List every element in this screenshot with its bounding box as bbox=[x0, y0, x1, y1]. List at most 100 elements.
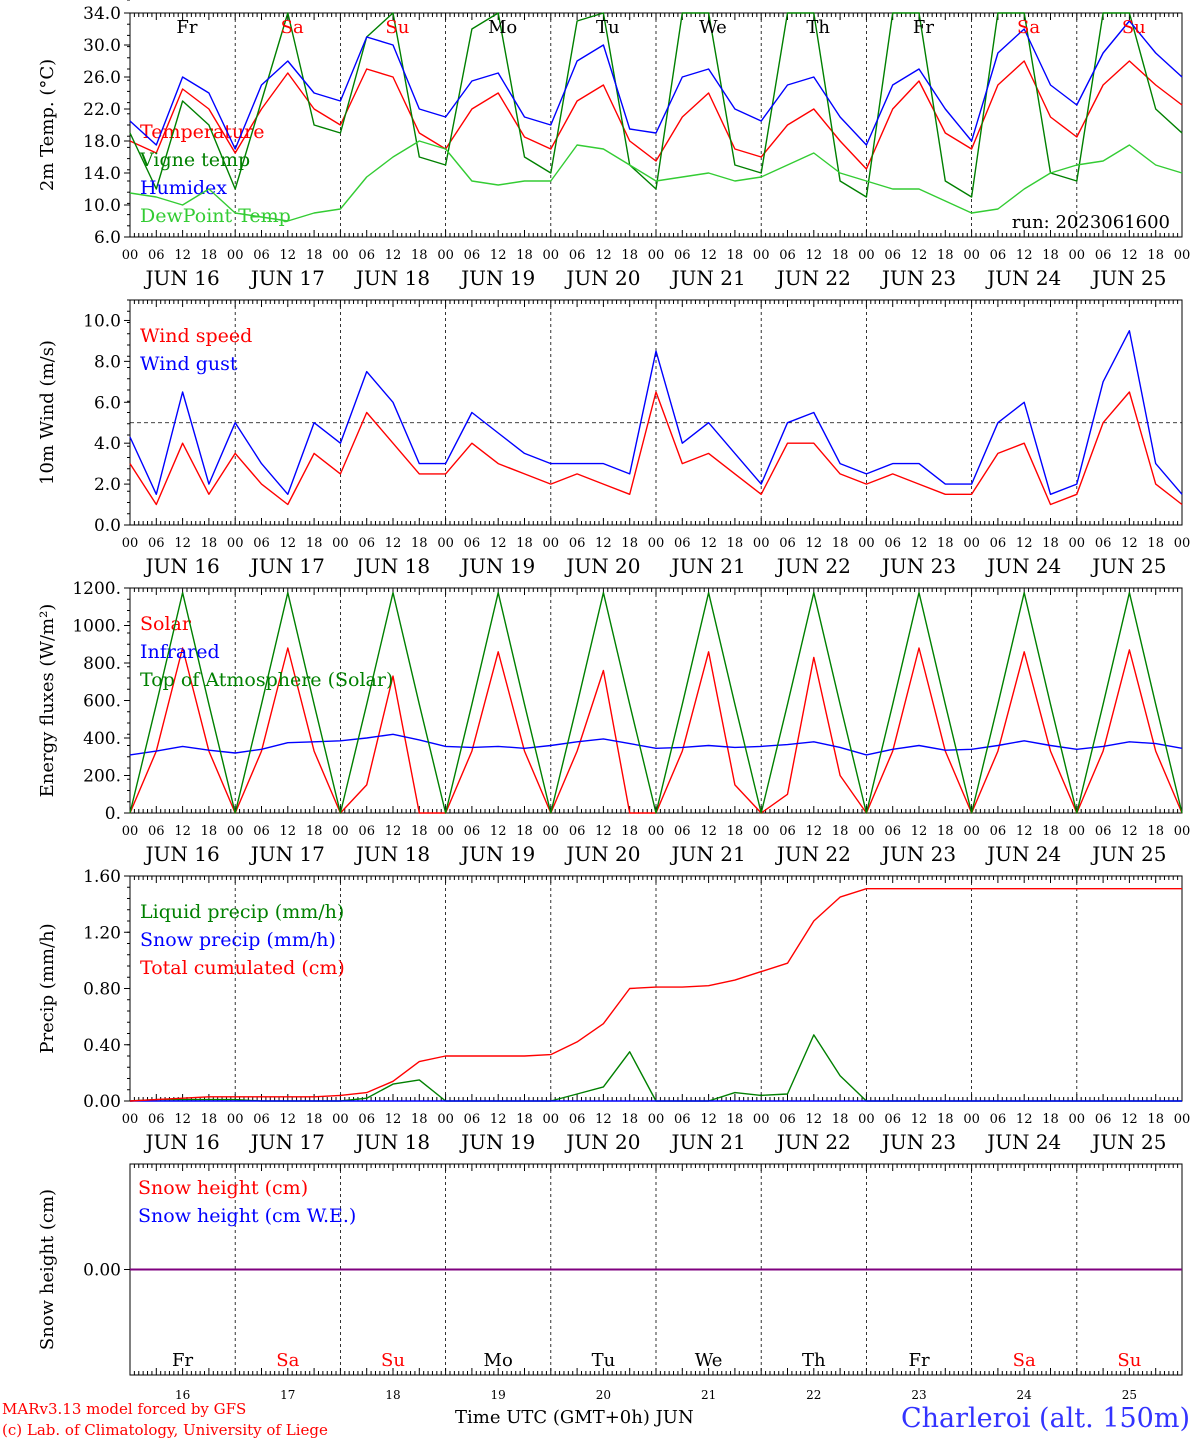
x-hour-label: 12 bbox=[911, 248, 928, 263]
x-hour-label: 06 bbox=[464, 536, 481, 551]
day-number-label: 19 bbox=[491, 1388, 506, 1402]
chart-panels: 6.0 10.0 14.0 18.0 22.0 26.0 30.0 34.0 2m Temp. … bbox=[37, 0, 1190, 1402]
y-tick-label: 14.0 bbox=[83, 164, 121, 184]
x-date-label: JUN 20 bbox=[564, 554, 640, 578]
x-hour-label: 12 bbox=[1016, 824, 1033, 839]
x-hour-label: 00 bbox=[753, 1112, 770, 1127]
x-hour-label: 18 bbox=[306, 536, 323, 551]
series-line-infrared bbox=[129, 733, 1183, 756]
x-date-label: JUN 17 bbox=[249, 842, 325, 866]
x-hour-label: 18 bbox=[832, 824, 849, 839]
x-date-label: JUN 21 bbox=[670, 266, 746, 290]
x-hour-label: 06 bbox=[884, 1112, 901, 1127]
x-hour-label: 06 bbox=[1095, 1112, 1112, 1127]
x-hour-label: 00 bbox=[332, 824, 349, 839]
y-axis-label: 2m Temp. (°C) bbox=[37, 59, 58, 191]
x-hour-label: 06 bbox=[674, 248, 691, 263]
x-date-label: JUN 16 bbox=[144, 266, 220, 290]
x-date-label: JUN 22 bbox=[775, 554, 851, 578]
x-hour-label: 18 bbox=[201, 248, 218, 263]
weekday-label: Tu bbox=[596, 17, 620, 38]
y-axis-label: 10m Wind (m/s) bbox=[37, 340, 58, 485]
series-line-vigne-temp bbox=[129, 12, 1183, 198]
weekday-label: Sa bbox=[1017, 17, 1040, 38]
x-hour-label: 18 bbox=[306, 248, 323, 263]
y-tick-label: 1000. bbox=[72, 617, 121, 637]
x-hour-label: 00 bbox=[753, 824, 770, 839]
y-tick-label: 6.0 bbox=[94, 393, 121, 413]
day-number-label: 18 bbox=[385, 1388, 400, 1402]
chart-panel-4: 0.00 0.40 0.80 1.20 1.60 Precip (mm/h) 00 06 12 1… bbox=[37, 867, 1190, 1154]
day-number-label: 25 bbox=[1122, 1388, 1137, 1402]
x-hour-label: 12 bbox=[174, 1112, 191, 1127]
legend-entry: Wind speed bbox=[140, 325, 252, 347]
x-hour-label: 12 bbox=[490, 248, 507, 263]
y-tick-label: 34.0 bbox=[83, 4, 121, 24]
day-number-label: 16 bbox=[175, 1388, 190, 1402]
x-hour-label: 12 bbox=[280, 1112, 297, 1127]
x-hour-label: 18 bbox=[1042, 1112, 1059, 1127]
x-hour-label: 18 bbox=[937, 248, 954, 263]
time-axis-label: Time UTC (GMT+0h) JUN bbox=[455, 1407, 694, 1428]
x-hour-label: 18 bbox=[306, 1112, 323, 1127]
x-hour-label: 06 bbox=[1095, 824, 1112, 839]
x-date-label: JUN 23 bbox=[880, 554, 956, 578]
x-hour-label: 18 bbox=[937, 536, 954, 551]
x-hour-label: 06 bbox=[674, 536, 691, 551]
y-tick-label: 0.40 bbox=[83, 1036, 121, 1056]
x-hour-label: 06 bbox=[148, 1112, 165, 1127]
x-hour-label: 18 bbox=[1147, 536, 1164, 551]
x-hour-label: 18 bbox=[201, 1112, 218, 1127]
x-hour-label: 18 bbox=[727, 1112, 744, 1127]
x-hour-label: 12 bbox=[385, 248, 402, 263]
x-hour-label: 18 bbox=[621, 1112, 638, 1127]
x-hour-label: 00 bbox=[122, 536, 139, 551]
x-hour-label: 06 bbox=[990, 536, 1007, 551]
x-hour-label: 06 bbox=[253, 536, 270, 551]
y-tick-label: 1200. bbox=[72, 579, 121, 599]
y-tick-label: 8.0 bbox=[94, 352, 121, 372]
x-hour-label: 00 bbox=[122, 824, 139, 839]
x-hour-label: 06 bbox=[358, 536, 375, 551]
x-hour-label: 12 bbox=[700, 536, 717, 551]
weekday-label: Fr bbox=[908, 1350, 929, 1371]
x-hour-label: 00 bbox=[858, 536, 875, 551]
chart-panel-2: 0.0 2.0 4.0 6.0 8.0 10.0 10m Wind (m/s) 00 06 12 1… bbox=[37, 299, 1190, 578]
x-date-label: JUN 18 bbox=[354, 554, 430, 578]
x-hour-label: 06 bbox=[569, 536, 586, 551]
x-hour-label: 00 bbox=[543, 248, 560, 263]
x-hour-label: 18 bbox=[516, 1112, 533, 1127]
y-tick-label: 800. bbox=[83, 654, 121, 674]
y-tick-label: 600. bbox=[83, 692, 121, 712]
y-tick-label: 1.60 bbox=[83, 867, 121, 887]
legend-entry: Infrared bbox=[140, 641, 220, 663]
x-hour-label: 00 bbox=[332, 1112, 349, 1127]
x-hour-label: 00 bbox=[753, 248, 770, 263]
x-hour-label: 06 bbox=[464, 824, 481, 839]
x-hour-label: 12 bbox=[1016, 1112, 1033, 1127]
x-hour-label: 12 bbox=[490, 536, 507, 551]
x-hour-label: 12 bbox=[174, 824, 191, 839]
x-date-label: JUN 17 bbox=[249, 554, 325, 578]
x-hour-label: 18 bbox=[516, 824, 533, 839]
x-hour-label: 18 bbox=[832, 536, 849, 551]
series-line-temperature bbox=[129, 60, 1183, 170]
x-date-label: JUN 20 bbox=[564, 842, 640, 866]
x-date-label: JUN 25 bbox=[1090, 266, 1166, 290]
x-hour-label: 00 bbox=[227, 824, 244, 839]
x-hour-label: 06 bbox=[990, 824, 1007, 839]
legend-entry: Total cumulated (cm) bbox=[140, 957, 345, 979]
x-hour-label: 06 bbox=[569, 1112, 586, 1127]
credit-lab: (c) Lab. of Climatology, University of L… bbox=[2, 1421, 328, 1439]
x-date-label: JUN 18 bbox=[354, 266, 430, 290]
day-number-label: 17 bbox=[280, 1388, 295, 1402]
x-hour-label: 00 bbox=[543, 824, 560, 839]
day-number-label: 24 bbox=[1017, 1388, 1033, 1402]
x-hour-label: 06 bbox=[569, 824, 586, 839]
x-hour-label: 12 bbox=[1016, 536, 1033, 551]
x-hour-label: 12 bbox=[911, 1112, 928, 1127]
x-date-label: JUN 21 bbox=[670, 842, 746, 866]
x-hour-label: 12 bbox=[1016, 248, 1033, 263]
x-hour-label: 12 bbox=[490, 1112, 507, 1127]
x-hour-label: 06 bbox=[779, 536, 796, 551]
